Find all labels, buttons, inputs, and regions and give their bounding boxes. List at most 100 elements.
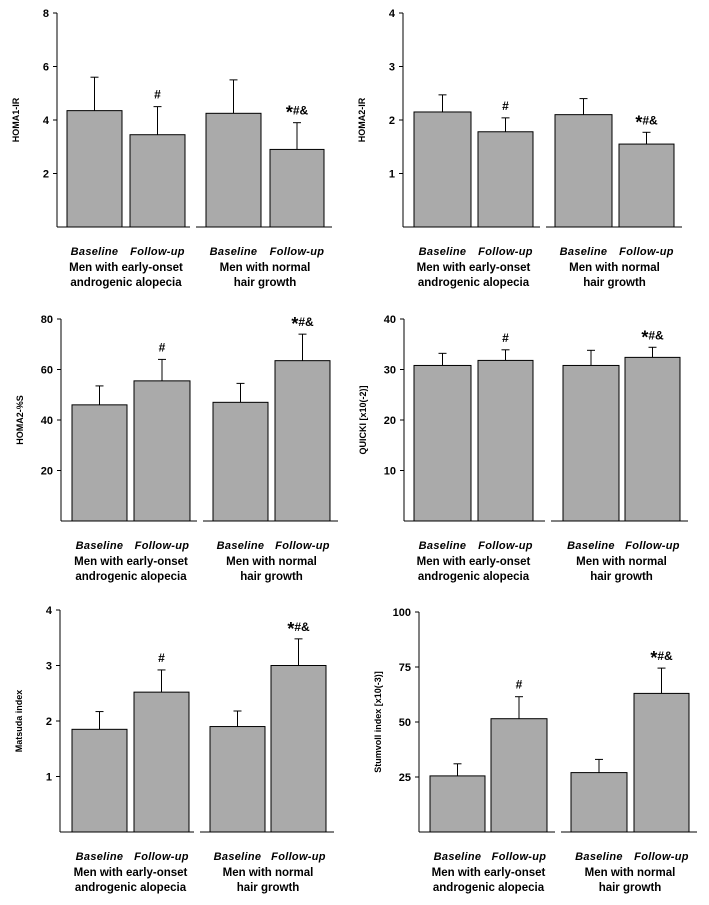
category-label: Baseline (575, 851, 623, 863)
y-tick-label: 30 (384, 365, 396, 377)
significance-label: # (159, 340, 166, 354)
category-label: Follow-up (634, 851, 689, 863)
category-label: Baseline (217, 540, 265, 552)
group-label: Men with normal hair growth (223, 867, 314, 894)
significance-label: # (154, 88, 161, 102)
significance-label: # (516, 678, 523, 692)
bar (570, 772, 628, 833)
bar (270, 665, 327, 833)
category-label: Follow-up (492, 851, 547, 863)
bar (133, 691, 190, 833)
y-tick-label: 8 (43, 8, 49, 20)
category-label: Baseline (214, 851, 262, 863)
bar (66, 110, 123, 228)
bar (205, 112, 262, 228)
chart-panel-2: 1 2 3 4 HOMA2-IR Baseline # Follow-up Baseline *#… (357, 8, 682, 289)
bar (490, 718, 548, 833)
bar (71, 728, 128, 833)
y-tick-label: 50 (399, 717, 411, 729)
category-label: Baseline (560, 246, 608, 258)
category-label: Baseline (76, 540, 124, 552)
y-tick-label: 2 (46, 716, 52, 728)
y-tick-label: 20 (384, 415, 396, 427)
chart-panel-3: 20 40 60 80 HOMA2-%S Baseline # Follow-up Baseli… (15, 314, 338, 583)
group-label: Men with normal hair growth (569, 262, 660, 289)
bar (133, 380, 191, 522)
category-label: Follow-up (478, 246, 533, 258)
bar (618, 143, 675, 228)
significance-label: *#& (635, 112, 658, 132)
significance-label: *#& (650, 648, 673, 668)
group-label: Men with early-onset androgenic alopecia (417, 556, 531, 583)
bar (477, 359, 534, 522)
bar (413, 111, 472, 228)
bar (633, 692, 690, 833)
bar (269, 148, 325, 228)
bar (71, 404, 128, 522)
y-tick-label: 80 (41, 314, 53, 326)
group-label: Men with normal hair growth (576, 556, 667, 583)
significance-label: # (502, 331, 509, 345)
category-label: Baseline (419, 540, 467, 552)
y-tick-label: 75 (399, 662, 411, 674)
y-axis-label: QUICKI [x10(-2)] (358, 385, 368, 454)
category-label: Follow-up (134, 851, 189, 863)
significance-label: *#& (641, 327, 664, 347)
y-tick-label: 3 (46, 661, 52, 673)
significance-label: *#& (286, 103, 309, 123)
group-label: Men with normal hair growth (220, 262, 311, 289)
category-label: Baseline (419, 246, 467, 258)
bar (562, 364, 620, 522)
y-axis-label: Stumvoll index [x10(-3)] (373, 671, 383, 773)
y-axis-label: Matsuda index (14, 690, 24, 753)
significance-label: *#& (291, 314, 314, 334)
bar (429, 775, 486, 833)
y-tick-label: 40 (41, 415, 53, 427)
group-label: Men with normal hair growth (226, 556, 317, 583)
y-tick-label: 4 (46, 605, 53, 617)
category-label: Baseline (71, 246, 119, 258)
y-tick-label: 6 (43, 62, 49, 74)
y-tick-label: 3 (389, 62, 395, 74)
bar (624, 356, 681, 522)
y-axis-label: HOMA2-IR (357, 97, 367, 142)
y-tick-label: 4 (389, 8, 396, 20)
y-tick-label: 1 (46, 772, 52, 784)
y-tick-label: 4 (43, 115, 50, 127)
category-label: Follow-up (271, 851, 326, 863)
significance-label: *#& (287, 619, 310, 639)
significance-label: # (158, 651, 165, 665)
category-label: Follow-up (130, 246, 185, 258)
category-label: Follow-up (135, 540, 190, 552)
chart-panel-1: 2 4 6 8 HOMA1-IR Baseline # Follow-up Baseline *#… (11, 8, 332, 289)
bar (477, 131, 534, 228)
category-label: Follow-up (270, 246, 325, 258)
bar (554, 114, 613, 228)
y-tick-label: 25 (399, 772, 411, 784)
group-label: Men with early-onset androgenic alopecia (432, 867, 546, 894)
y-tick-label: 2 (389, 115, 395, 127)
group-label: Men with early-onset androgenic alopecia (74, 867, 188, 894)
category-label: Baseline (76, 851, 124, 863)
bar (274, 360, 331, 522)
group-label: Men with early-onset androgenic alopecia (417, 262, 531, 289)
group-label: Men with normal hair growth (585, 867, 676, 894)
chart-panel-4: 10 20 30 40 QUICKI [x10(-2)] Baseline # Follow-… (358, 314, 688, 583)
category-label: Follow-up (275, 540, 330, 552)
category-label: Follow-up (478, 540, 533, 552)
group-label: Men with early-onset androgenic alopecia (69, 262, 183, 289)
category-label: Follow-up (625, 540, 680, 552)
chart-panel-5: 1 2 3 4 Matsuda index Baseline # Follow-up Basel… (14, 605, 334, 894)
y-tick-label: 20 (41, 466, 53, 478)
y-axis-label: HOMA2-%S (15, 395, 25, 445)
group-label: Men with early-onset androgenic alopecia (74, 556, 188, 583)
y-tick-label: 40 (384, 314, 396, 326)
y-axis-label: HOMA1-IR (11, 97, 21, 142)
y-tick-label: 1 (389, 169, 395, 181)
bar (212, 401, 269, 522)
bar (413, 364, 472, 522)
chart-panel-6: 25 50 75 100 Stumvoll index [x10(-3)] Baselin… (373, 607, 697, 894)
y-tick-label: 2 (43, 169, 49, 181)
category-label: Follow-up (619, 246, 674, 258)
